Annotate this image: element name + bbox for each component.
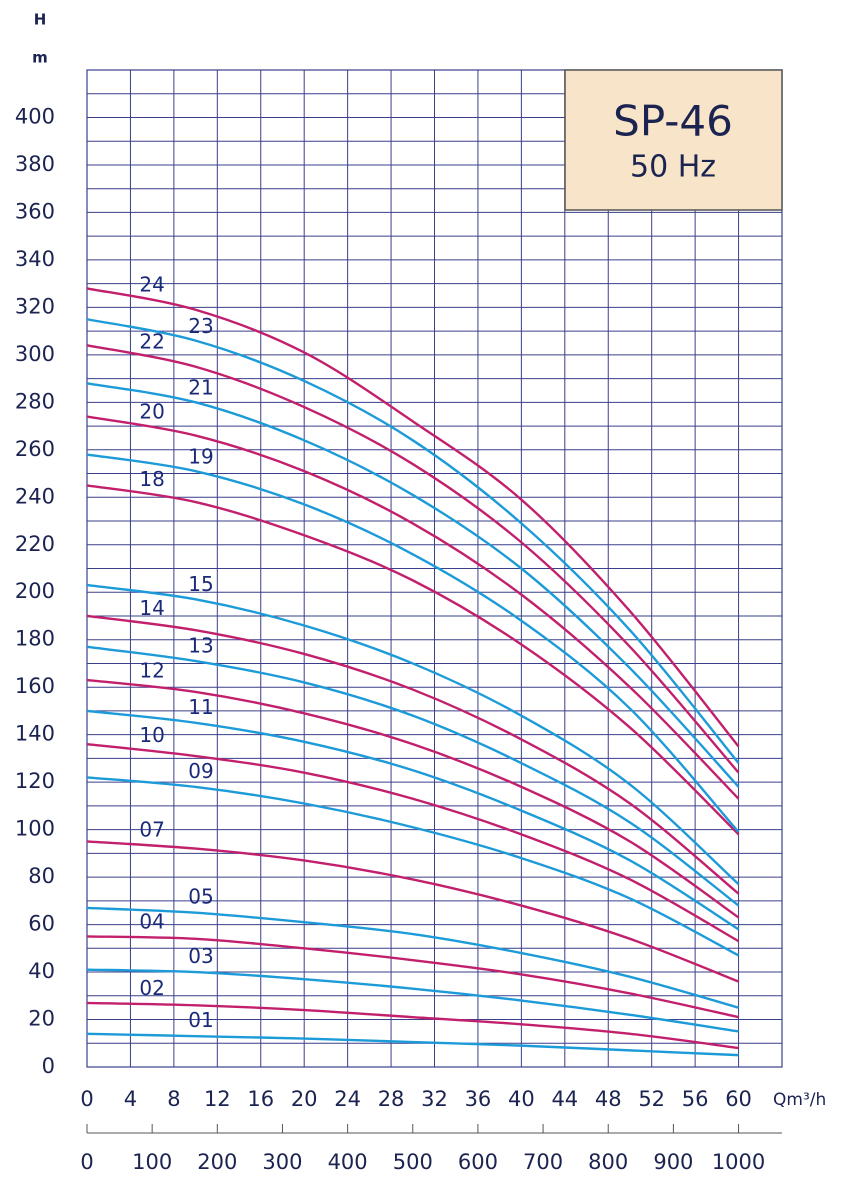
chart: 0102030405070910111213141518192021222324… xyxy=(0,0,842,1179)
x2-tick-label: 400 xyxy=(328,1150,368,1174)
x2-tick-label: 600 xyxy=(458,1150,498,1174)
curve-label: 11 xyxy=(188,695,213,719)
chart-subtitle: 50 Hz xyxy=(630,150,716,185)
curve-label: 12 xyxy=(139,659,164,683)
y-tick-label: 100 xyxy=(15,817,55,841)
curve-label: 05 xyxy=(188,885,213,909)
x-tick-label: 60 xyxy=(725,1087,752,1111)
curve-label: 09 xyxy=(188,759,213,783)
curve-label: 13 xyxy=(188,634,213,658)
curve-label: 10 xyxy=(139,723,164,747)
y-tick-label: 380 xyxy=(15,152,55,176)
y-tick-label: 400 xyxy=(15,104,55,128)
y-tick-label: 360 xyxy=(15,199,55,223)
chart-title: SP-46 xyxy=(613,97,733,146)
x-axis-label: Qm³/h xyxy=(773,1090,826,1110)
x2-tick-label: 300 xyxy=(262,1150,302,1174)
x-tick-label: 24 xyxy=(334,1087,361,1111)
x-tick-label: 56 xyxy=(682,1087,709,1111)
x2-tick-label: 0 xyxy=(80,1150,93,1174)
y-tick-label: 180 xyxy=(15,627,55,651)
x-tick-label: 32 xyxy=(421,1087,448,1111)
x2-tick-label: 500 xyxy=(393,1150,433,1174)
x-tick-label: 20 xyxy=(291,1087,318,1111)
curve-label: 07 xyxy=(139,817,164,841)
y-tick-label: 140 xyxy=(15,722,55,746)
x-tick-label: 40 xyxy=(508,1087,535,1111)
curve-label: 23 xyxy=(188,314,213,338)
y-tick-label: 220 xyxy=(15,532,55,556)
x-tick-label: 12 xyxy=(204,1087,231,1111)
x-tick-label: 36 xyxy=(465,1087,492,1111)
y-tick-label: 240 xyxy=(15,484,55,508)
x2-tick-label: 900 xyxy=(653,1150,693,1174)
y-tick-label: 40 xyxy=(28,959,55,983)
y-tick-label: 320 xyxy=(15,294,55,318)
curve-label: 01 xyxy=(188,1008,213,1032)
curve-label: 03 xyxy=(188,944,213,968)
curve-label: 20 xyxy=(139,399,164,423)
y-tick-label: 260 xyxy=(15,437,55,461)
x-tick-label: 0 xyxy=(80,1087,93,1111)
y-tick-label: 160 xyxy=(15,674,55,698)
x2-tick-label: 700 xyxy=(523,1150,563,1174)
x-tick-label: 8 xyxy=(167,1087,180,1111)
curve-label: 21 xyxy=(188,376,213,400)
x-tick-label: 48 xyxy=(595,1087,622,1111)
y-axis-label: H xyxy=(34,11,47,29)
y-tick-label: 120 xyxy=(15,769,55,793)
y-tick-label: 300 xyxy=(15,342,55,366)
y-axis-unit: m xyxy=(32,49,48,67)
x-tick-label: 52 xyxy=(638,1087,665,1111)
y-tick-label: 280 xyxy=(15,389,55,413)
curve-label: 19 xyxy=(188,444,213,468)
y-tick-label: 200 xyxy=(15,579,55,603)
curve-label: 02 xyxy=(139,976,164,1000)
curve-label: 15 xyxy=(188,572,213,596)
y-tick-label: 80 xyxy=(28,864,55,888)
x-tick-label: 4 xyxy=(124,1087,137,1111)
y-tick-label: 60 xyxy=(28,912,55,936)
y-tick-label: 340 xyxy=(15,247,55,271)
curve-label: 18 xyxy=(139,467,164,491)
x2-tick-label: 100 xyxy=(132,1150,172,1174)
x2-tick-label: 1000 xyxy=(712,1150,765,1174)
y-tick-label: 0 xyxy=(42,1054,55,1078)
x2-tick-label: 200 xyxy=(197,1150,237,1174)
x-tick-label: 16 xyxy=(247,1087,274,1111)
y-tick-label: 20 xyxy=(28,1007,55,1031)
curve-label: 04 xyxy=(139,909,164,933)
x-tick-label: 44 xyxy=(551,1087,578,1111)
curve-label: 24 xyxy=(139,273,164,297)
x-tick-label: 28 xyxy=(378,1087,405,1111)
x2-tick-label: 800 xyxy=(588,1150,628,1174)
curve-label: 14 xyxy=(139,596,164,620)
